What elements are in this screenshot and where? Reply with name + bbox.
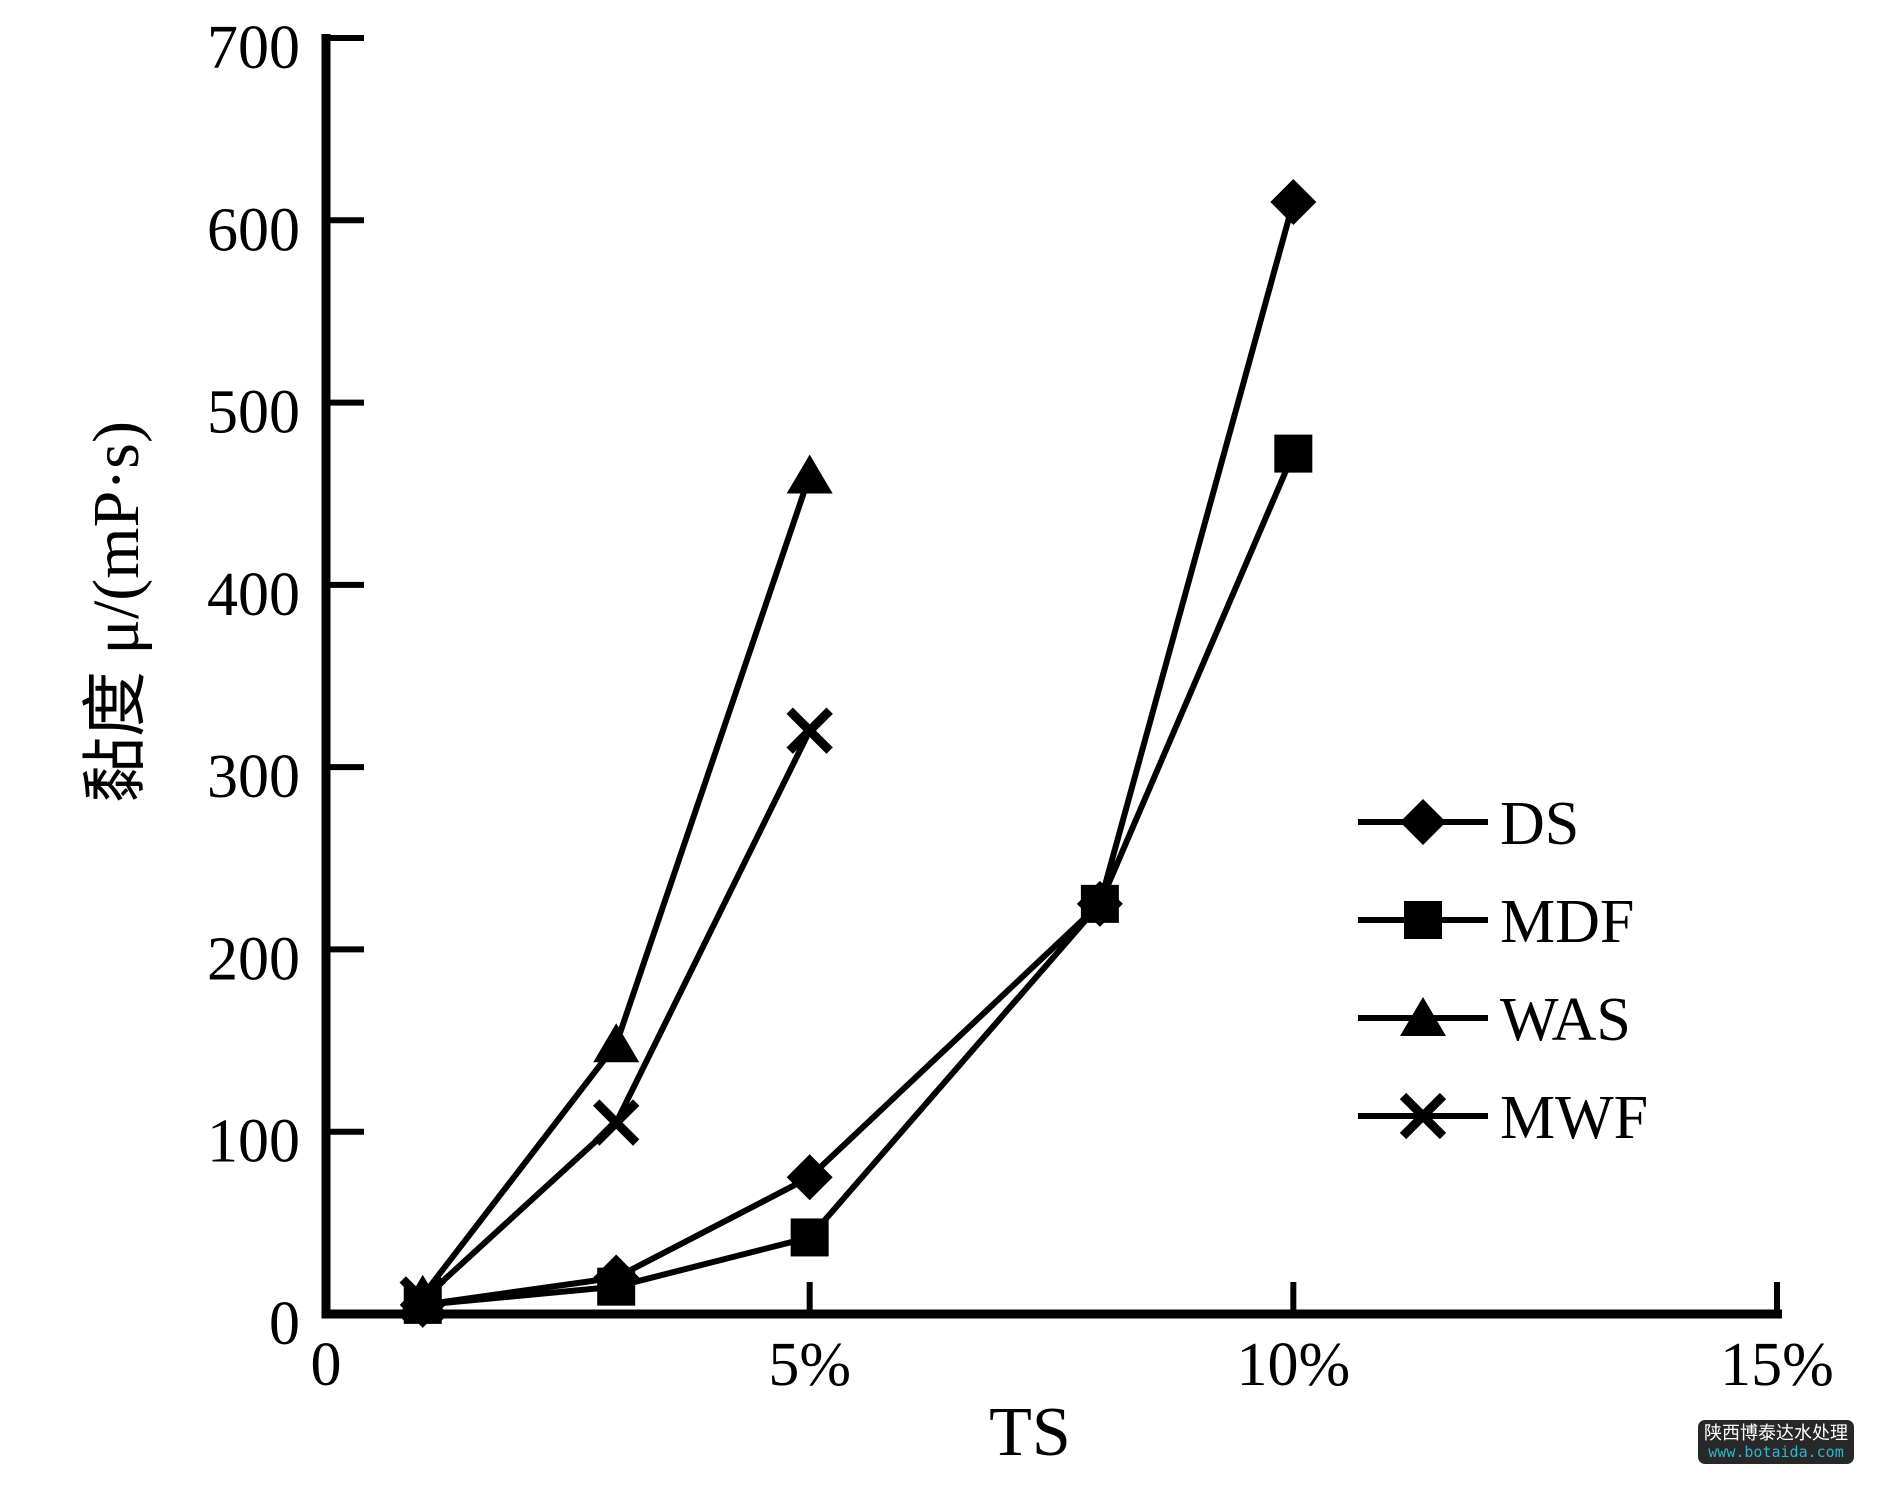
series-MWF-point-3pct [593, 1099, 640, 1146]
y-tick-label-200: 200 [207, 925, 300, 993]
series-MDF-point-1pct [403, 1285, 442, 1324]
watermark: 陕西博泰达水处理 www.botaida.com [1698, 1420, 1854, 1464]
legend-marker-MDF [1404, 901, 1442, 939]
x-axis-title: TS [989, 1394, 1071, 1471]
y-tick-label-400: 400 [207, 561, 300, 629]
series-DS-point-5pct [786, 1154, 833, 1201]
series-WAS-point-5pct [786, 454, 833, 494]
series-WAS-point-3pct [593, 1023, 640, 1063]
watermark-company-text: 陕西博泰达水处理 [1704, 1423, 1848, 1445]
series-MDF-point-10pct [1274, 434, 1313, 473]
series-MDF-point-3pct [597, 1267, 636, 1306]
legend-label-MWF: MWF [1500, 1084, 1648, 1152]
series-MWF-point-5pct [786, 707, 833, 754]
y-tick-label-0: 0 [269, 1290, 300, 1358]
legend-marker-WAS [1400, 997, 1446, 1036]
series-MWF-line [420, 729, 813, 1302]
x-tick-label-5%: 5% [768, 1331, 851, 1399]
y-tick-label-300: 300 [207, 743, 300, 811]
series-DS-point-10pct [1270, 179, 1317, 226]
legend-label-MDF: MDF [1500, 888, 1634, 956]
x-tick-label-0: 0 [311, 1331, 342, 1399]
x-tick-label-10%: 10% [1237, 1331, 1351, 1399]
y-tick-label-700: 700 [207, 14, 300, 82]
legend-marker-MWF [1399, 1092, 1447, 1140]
y-tick-label-600: 600 [207, 196, 300, 264]
y-tick-label-100: 100 [207, 1108, 300, 1176]
series-MDF-point-8pct [1080, 884, 1119, 923]
series-WAS-line [420, 474, 813, 1298]
x-tick-label-15%: 15% [1720, 1331, 1834, 1399]
y-tick-label-500: 500 [207, 379, 300, 447]
legend-label-DS: DS [1500, 790, 1579, 858]
legend-marker-DS [1400, 799, 1446, 845]
y-axis-title: 黏度 μ/(mP·s) [80, 421, 153, 803]
watermark-url-text: www.botaida.com [1708, 1442, 1844, 1461]
legend-label-WAS: WAS [1500, 986, 1631, 1054]
series-MDF-point-5pct [790, 1218, 829, 1257]
